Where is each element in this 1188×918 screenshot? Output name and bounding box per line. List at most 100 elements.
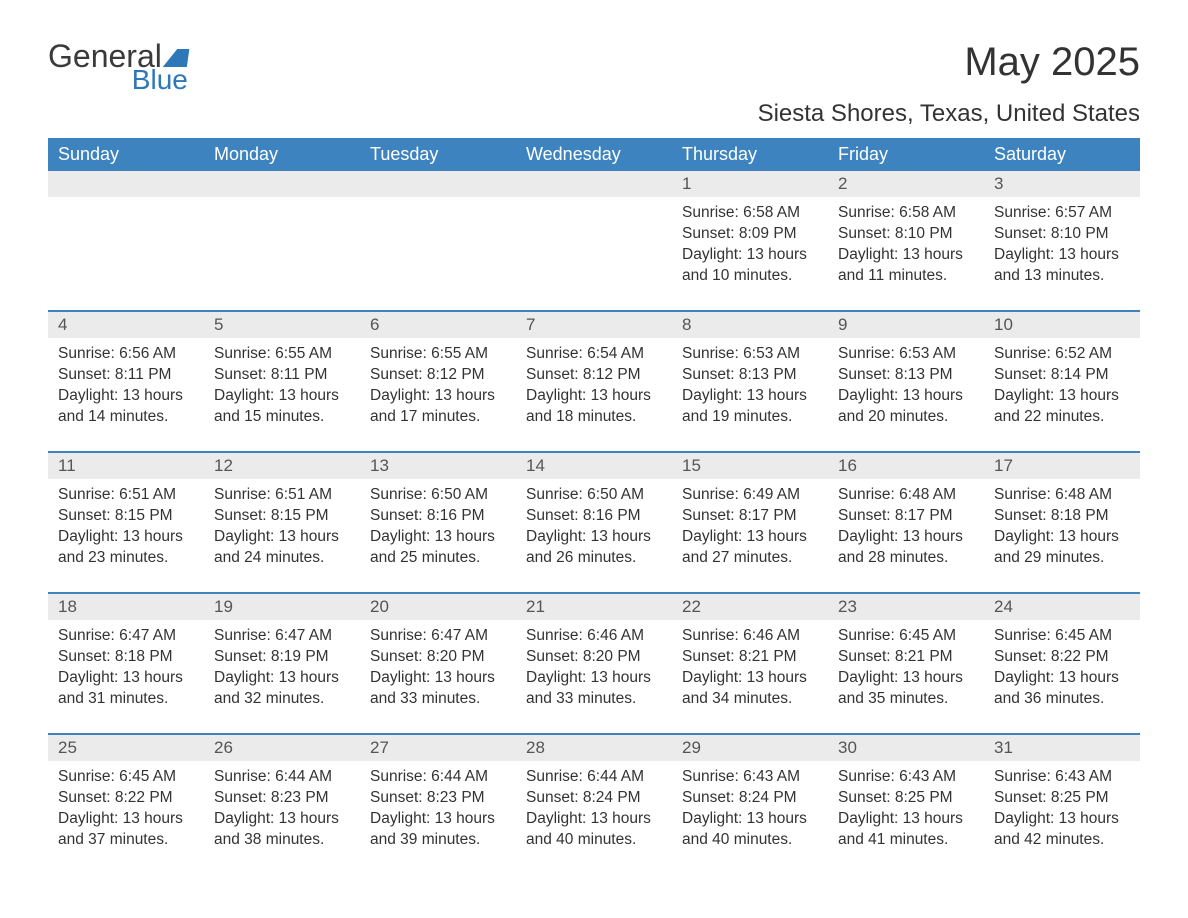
calendar-cell — [48, 171, 204, 311]
day-number: 2 — [828, 171, 984, 197]
sunrise-text: Sunrise: 6:44 AM — [526, 767, 662, 788]
sunset-text: Sunset: 8:25 PM — [838, 788, 974, 809]
sunrise-text: Sunrise: 6:47 AM — [214, 626, 350, 647]
daylight-text: Daylight: 13 hours and 37 minutes. — [58, 809, 194, 851]
day-details: Sunrise: 6:55 AMSunset: 8:12 PMDaylight:… — [360, 338, 516, 438]
sunset-text: Sunset: 8:14 PM — [994, 365, 1130, 386]
day-number: 29 — [672, 735, 828, 761]
calendar-cell: 23Sunrise: 6:45 AMSunset: 8:21 PMDayligh… — [828, 594, 984, 734]
day-details: Sunrise: 6:46 AMSunset: 8:21 PMDaylight:… — [672, 620, 828, 720]
day-details: Sunrise: 6:44 AMSunset: 8:24 PMDaylight:… — [516, 761, 672, 861]
sunset-text: Sunset: 8:18 PM — [994, 506, 1130, 527]
day-number: 30 — [828, 735, 984, 761]
day-number: 1 — [672, 171, 828, 197]
day-header: Wednesday — [516, 138, 672, 171]
day-number — [204, 171, 360, 197]
day-details: Sunrise: 6:55 AMSunset: 8:11 PMDaylight:… — [204, 338, 360, 438]
day-details: Sunrise: 6:45 AMSunset: 8:22 PMDaylight:… — [48, 761, 204, 861]
sunrise-text: Sunrise: 6:48 AM — [838, 485, 974, 506]
calendar-body: 1Sunrise: 6:58 AMSunset: 8:09 PMDaylight… — [48, 171, 1140, 875]
sunrise-text: Sunrise: 6:47 AM — [370, 626, 506, 647]
day-number: 23 — [828, 594, 984, 620]
day-header: Sunday — [48, 138, 204, 171]
day-details: Sunrise: 6:45 AMSunset: 8:22 PMDaylight:… — [984, 620, 1140, 720]
day-number: 8 — [672, 312, 828, 338]
day-header: Friday — [828, 138, 984, 171]
sail-icon — [163, 49, 190, 67]
calendar-cell: 22Sunrise: 6:46 AMSunset: 8:21 PMDayligh… — [672, 594, 828, 734]
sunset-text: Sunset: 8:11 PM — [58, 365, 194, 386]
sunset-text: Sunset: 8:17 PM — [682, 506, 818, 527]
daylight-text: Daylight: 13 hours and 13 minutes. — [994, 245, 1130, 287]
daylight-text: Daylight: 13 hours and 14 minutes. — [58, 386, 194, 428]
day-details: Sunrise: 6:45 AMSunset: 8:21 PMDaylight:… — [828, 620, 984, 720]
daylight-text: Daylight: 13 hours and 32 minutes. — [214, 668, 350, 710]
day-number: 7 — [516, 312, 672, 338]
day-details: Sunrise: 6:47 AMSunset: 8:19 PMDaylight:… — [204, 620, 360, 720]
sunset-text: Sunset: 8:16 PM — [370, 506, 506, 527]
sunrise-text: Sunrise: 6:57 AM — [994, 203, 1130, 224]
sunset-text: Sunset: 8:19 PM — [214, 647, 350, 668]
daylight-text: Daylight: 13 hours and 20 minutes. — [838, 386, 974, 428]
calendar-week: 25Sunrise: 6:45 AMSunset: 8:22 PMDayligh… — [48, 735, 1140, 875]
sunrise-text: Sunrise: 6:50 AM — [526, 485, 662, 506]
daylight-text: Daylight: 13 hours and 23 minutes. — [58, 527, 194, 569]
day-number: 5 — [204, 312, 360, 338]
calendar-cell: 13Sunrise: 6:50 AMSunset: 8:16 PMDayligh… — [360, 453, 516, 593]
sunset-text: Sunset: 8:18 PM — [58, 647, 194, 668]
sunset-text: Sunset: 8:10 PM — [838, 224, 974, 245]
sunrise-text: Sunrise: 6:50 AM — [370, 485, 506, 506]
calendar-cell: 12Sunrise: 6:51 AMSunset: 8:15 PMDayligh… — [204, 453, 360, 593]
daylight-text: Daylight: 13 hours and 35 minutes. — [838, 668, 974, 710]
day-details: Sunrise: 6:56 AMSunset: 8:11 PMDaylight:… — [48, 338, 204, 438]
daylight-text: Daylight: 13 hours and 22 minutes. — [994, 386, 1130, 428]
day-number: 22 — [672, 594, 828, 620]
sunrise-text: Sunrise: 6:43 AM — [994, 767, 1130, 788]
location-subtitle: Siesta Shores, Texas, United States — [48, 100, 1140, 128]
day-details: Sunrise: 6:54 AMSunset: 8:12 PMDaylight:… — [516, 338, 672, 438]
daylight-text: Daylight: 13 hours and 25 minutes. — [370, 527, 506, 569]
day-header: Tuesday — [360, 138, 516, 171]
day-details: Sunrise: 6:46 AMSunset: 8:20 PMDaylight:… — [516, 620, 672, 720]
sunset-text: Sunset: 8:21 PM — [838, 647, 974, 668]
sunrise-text: Sunrise: 6:51 AM — [58, 485, 194, 506]
day-details: Sunrise: 6:53 AMSunset: 8:13 PMDaylight:… — [672, 338, 828, 438]
calendar-week: 18Sunrise: 6:47 AMSunset: 8:18 PMDayligh… — [48, 594, 1140, 734]
sunset-text: Sunset: 8:13 PM — [838, 365, 974, 386]
sunset-text: Sunset: 8:22 PM — [994, 647, 1130, 668]
day-number: 3 — [984, 171, 1140, 197]
calendar-cell: 28Sunrise: 6:44 AMSunset: 8:24 PMDayligh… — [516, 735, 672, 875]
calendar-cell: 24Sunrise: 6:45 AMSunset: 8:22 PMDayligh… — [984, 594, 1140, 734]
daylight-text: Daylight: 13 hours and 39 minutes. — [370, 809, 506, 851]
sunrise-text: Sunrise: 6:58 AM — [682, 203, 818, 224]
day-number: 28 — [516, 735, 672, 761]
sunset-text: Sunset: 8:15 PM — [58, 506, 194, 527]
calendar-cell: 19Sunrise: 6:47 AMSunset: 8:19 PMDayligh… — [204, 594, 360, 734]
calendar-cell: 5Sunrise: 6:55 AMSunset: 8:11 PMDaylight… — [204, 312, 360, 452]
day-number — [516, 171, 672, 197]
day-details: Sunrise: 6:43 AMSunset: 8:25 PMDaylight:… — [984, 761, 1140, 861]
daylight-text: Daylight: 13 hours and 34 minutes. — [682, 668, 818, 710]
calendar-week: 4Sunrise: 6:56 AMSunset: 8:11 PMDaylight… — [48, 312, 1140, 452]
day-number: 9 — [828, 312, 984, 338]
sunset-text: Sunset: 8:10 PM — [994, 224, 1130, 245]
day-number: 20 — [360, 594, 516, 620]
sunrise-text: Sunrise: 6:58 AM — [838, 203, 974, 224]
sunrise-text: Sunrise: 6:45 AM — [838, 626, 974, 647]
daylight-text: Daylight: 13 hours and 26 minutes. — [526, 527, 662, 569]
sunset-text: Sunset: 8:25 PM — [994, 788, 1130, 809]
calendar-cell: 25Sunrise: 6:45 AMSunset: 8:22 PMDayligh… — [48, 735, 204, 875]
sunrise-text: Sunrise: 6:56 AM — [58, 344, 194, 365]
calendar-cell: 31Sunrise: 6:43 AMSunset: 8:25 PMDayligh… — [984, 735, 1140, 875]
day-header-row: SundayMondayTuesdayWednesdayThursdayFrid… — [48, 138, 1140, 171]
calendar-cell — [204, 171, 360, 311]
calendar-cell — [360, 171, 516, 311]
calendar-cell: 8Sunrise: 6:53 AMSunset: 8:13 PMDaylight… — [672, 312, 828, 452]
sunrise-text: Sunrise: 6:54 AM — [526, 344, 662, 365]
day-number — [48, 171, 204, 197]
calendar-cell: 2Sunrise: 6:58 AMSunset: 8:10 PMDaylight… — [828, 171, 984, 311]
calendar-cell — [516, 171, 672, 311]
sunrise-text: Sunrise: 6:44 AM — [370, 767, 506, 788]
daylight-text: Daylight: 13 hours and 41 minutes. — [838, 809, 974, 851]
sunrise-text: Sunrise: 6:46 AM — [526, 626, 662, 647]
